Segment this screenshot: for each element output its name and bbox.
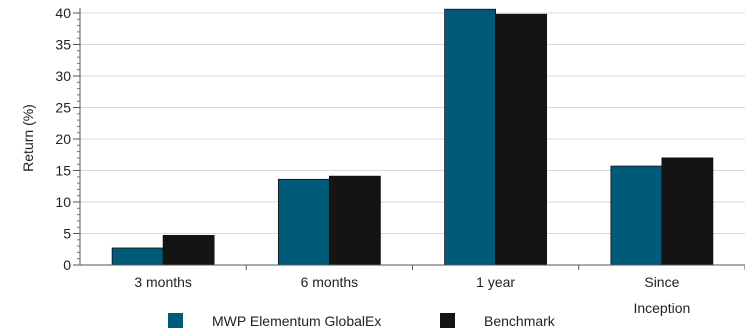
bar-benchmark	[495, 13, 548, 266]
bar-benchmark	[661, 157, 714, 266]
y-tick-label: 10	[55, 194, 71, 210]
legend-label: Benchmark	[484, 313, 556, 328]
legend-swatch	[168, 313, 183, 328]
y-tick-label: 20	[55, 131, 71, 147]
x-tick-label: 6 months	[301, 274, 359, 290]
x-tick-label: Since Inception	[633, 274, 690, 316]
y-axis-label: Return (%)	[20, 104, 36, 172]
legend: MWP Elementum GlobalEx Benchmark	[168, 313, 556, 328]
bar-fund	[444, 8, 497, 266]
gridlines	[80, 12, 745, 234]
y-tick-label: 25	[55, 100, 71, 116]
bar-benchmark	[162, 234, 215, 266]
y-tick-label: 35	[55, 37, 71, 53]
y-tick-label: 5	[63, 226, 71, 242]
legend-swatch	[440, 313, 455, 328]
x-tick-label: 3 months	[134, 274, 192, 290]
bar-fund	[610, 165, 663, 266]
bar-benchmark	[328, 175, 381, 266]
legend-label: MWP Elementum GlobalEx	[212, 313, 381, 328]
axes	[73, 8, 745, 270]
bar-fund	[111, 247, 164, 266]
y-tick-label: 30	[55, 68, 71, 84]
y-tick-label: 15	[55, 163, 71, 179]
bar-fund	[277, 178, 330, 266]
y-tick-label: 0	[63, 257, 71, 273]
x-tick-labels: 3 months 6 months 1 year Since Inception	[134, 274, 690, 316]
x-tick-label: 1 year	[476, 274, 515, 290]
y-tick-label: 40	[55, 5, 71, 21]
bars	[111, 8, 714, 266]
y-tick-labels: 0 5 10 15 20 25 30 35 40	[55, 5, 71, 273]
